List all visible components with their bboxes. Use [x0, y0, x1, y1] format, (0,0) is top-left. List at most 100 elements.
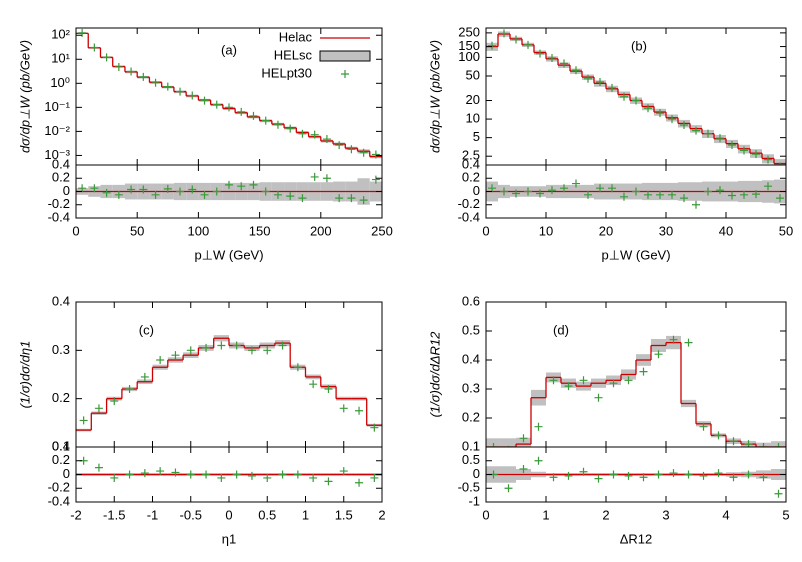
- ratio-point: [114, 190, 123, 199]
- data-point: [212, 100, 221, 109]
- x-tick-label: 3: [662, 507, 669, 522]
- y-tick-label: 0.6: [462, 293, 480, 308]
- x-tick-label: -1.5: [103, 507, 125, 522]
- data-point: [740, 146, 748, 155]
- ratio-tick-label: 0: [63, 466, 70, 481]
- data-point: [488, 41, 496, 50]
- ratio-point: [692, 200, 700, 209]
- data-point: [684, 338, 693, 347]
- y-axis-label: dσ/dp⊥W (pb/GeV): [427, 40, 442, 153]
- ratio-plot: [486, 456, 786, 498]
- data-point: [779, 162, 781, 165]
- legend-swatch: [319, 50, 371, 62]
- data-point: [263, 346, 272, 355]
- ratio-point: [217, 473, 226, 482]
- ratio-point: [704, 187, 712, 196]
- data-point: [322, 135, 331, 144]
- ratio-point: [140, 469, 149, 478]
- y-axis-label: (1/σ)dσ/dΔR12: [427, 331, 442, 418]
- ratio-point: [716, 186, 724, 195]
- ratio-point: [669, 469, 678, 478]
- data-point: [692, 126, 700, 135]
- data-point: [609, 379, 618, 388]
- data-point: [127, 67, 136, 76]
- y-tick-label: 0.3: [462, 380, 480, 395]
- x-axis-label: ΔR12: [620, 531, 653, 546]
- ratio-tick-label: -0.4: [48, 493, 70, 508]
- data-point: [151, 78, 160, 87]
- ratio-point: [298, 194, 307, 203]
- scale-band: [774, 159, 786, 165]
- ratio-point: [524, 187, 532, 196]
- x-axis-label: η1: [222, 531, 236, 546]
- ratio-point: [714, 469, 723, 478]
- x-tick-label: 0: [225, 507, 232, 522]
- ratio-point: [644, 190, 652, 199]
- data-point: [668, 115, 676, 124]
- ratio-point: [278, 470, 287, 479]
- data-point: [699, 422, 708, 431]
- x-tick-label: 2: [378, 507, 385, 522]
- data-point: [774, 443, 783, 447]
- ratio-point: [263, 473, 272, 482]
- ratio-point: [774, 489, 783, 498]
- ratio-point: [519, 465, 528, 473]
- data-point: [79, 416, 88, 425]
- ratio-point: [699, 471, 708, 480]
- y-tick-label: 5: [473, 129, 480, 144]
- ratio-point: [176, 187, 185, 196]
- ratio-point: [744, 470, 753, 479]
- data-point: [654, 350, 663, 359]
- x-tick-label: 1: [542, 507, 549, 522]
- ratio-point: [504, 484, 513, 493]
- data-point: [594, 393, 603, 402]
- ratio-point: [564, 471, 573, 480]
- data-point: [339, 404, 348, 413]
- ratio-point: [163, 184, 172, 193]
- ratio-tick-label: 0: [473, 466, 480, 481]
- ratio-point: [293, 470, 302, 479]
- ratio-point: [212, 187, 221, 196]
- ratio-point: [324, 477, 333, 486]
- ratio-tick-label: 0: [473, 183, 480, 198]
- x-tick-label: 50: [779, 223, 793, 238]
- data-point: [225, 103, 233, 112]
- data-point: [310, 130, 319, 139]
- data-point: [140, 372, 149, 381]
- ratio-point: [632, 187, 640, 196]
- ratio-point: [594, 474, 603, 483]
- y-tick-label: 150: [458, 38, 480, 53]
- ratio-point: [286, 192, 295, 201]
- ratio-point: [273, 190, 282, 199]
- y-tick-label: 250: [458, 24, 480, 39]
- data-point: [278, 341, 287, 350]
- x-tick-label: 0: [482, 507, 489, 522]
- ratio-point: [752, 190, 760, 199]
- data-point: [324, 385, 333, 393]
- y-tick-label: 0.1: [462, 438, 480, 453]
- x-tick-label: 10: [539, 223, 553, 238]
- x-tick-label: 100: [188, 223, 210, 238]
- scale-band: [501, 438, 516, 447]
- ratio-point: [620, 192, 628, 201]
- ratio-tick-label: 0.2: [52, 452, 70, 467]
- ratio-plot: [76, 456, 382, 487]
- y-tick-label: 0.3: [52, 342, 70, 357]
- y-tick-label: 0.5: [462, 322, 480, 337]
- data-point: [261, 116, 270, 125]
- data-point: [500, 29, 508, 38]
- ratio-tick-label: -0.2: [458, 196, 480, 211]
- ratio-plot: [486, 179, 786, 209]
- ratio-tick-label: -0.2: [48, 196, 70, 211]
- ratio-point: [488, 184, 496, 193]
- x-tick-label: 150: [249, 223, 271, 238]
- data-point: [298, 129, 307, 138]
- ratio-point: [78, 184, 87, 193]
- x-tick-label: 20: [599, 223, 613, 238]
- y-tick-label: 10¹: [51, 51, 70, 66]
- ratio-tick-label: 0.4: [462, 156, 480, 171]
- ratio-point: [347, 194, 356, 203]
- data-point: [729, 437, 738, 446]
- ratio-point: [309, 473, 318, 482]
- ratio-tick-label: 0: [63, 183, 70, 198]
